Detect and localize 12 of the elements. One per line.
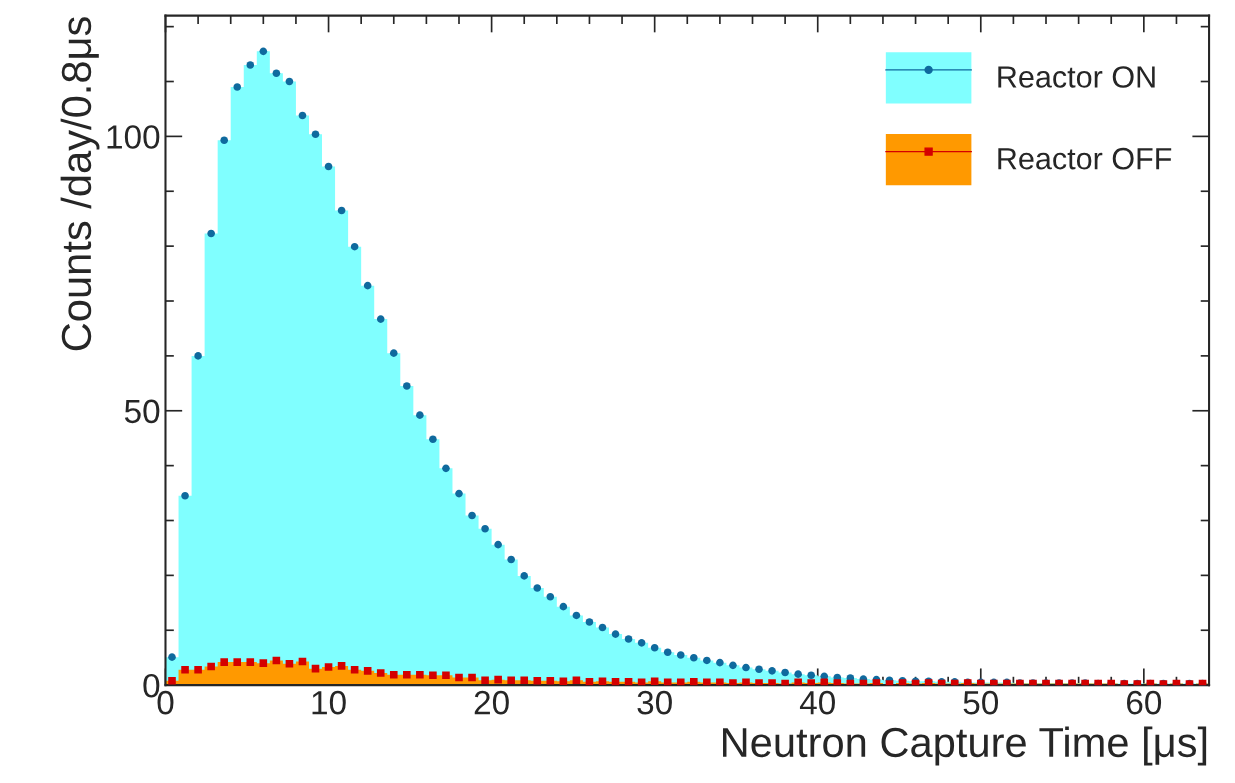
y-axis-title: Counts /day/0.8μs — [60, 17, 100, 351]
legend-label: Reactor OFF — [998, 147, 1172, 170]
y-tick-label: 50 — [124, 399, 160, 424]
legend-label: Reactor ON — [998, 66, 1155, 88]
x-tick-label: 50 — [963, 690, 999, 715]
x-tick-label: 30 — [637, 690, 672, 715]
x-axis-title: Neutron Capture Time [μs] — [723, 726, 1207, 766]
y-tick-label: 100 — [107, 125, 160, 149]
x-tick-label: 20 — [474, 690, 509, 715]
x-tick-label: 60 — [1127, 690, 1162, 715]
x-tick-label: 10 — [312, 690, 346, 715]
x-tick-label: 40 — [799, 690, 835, 715]
